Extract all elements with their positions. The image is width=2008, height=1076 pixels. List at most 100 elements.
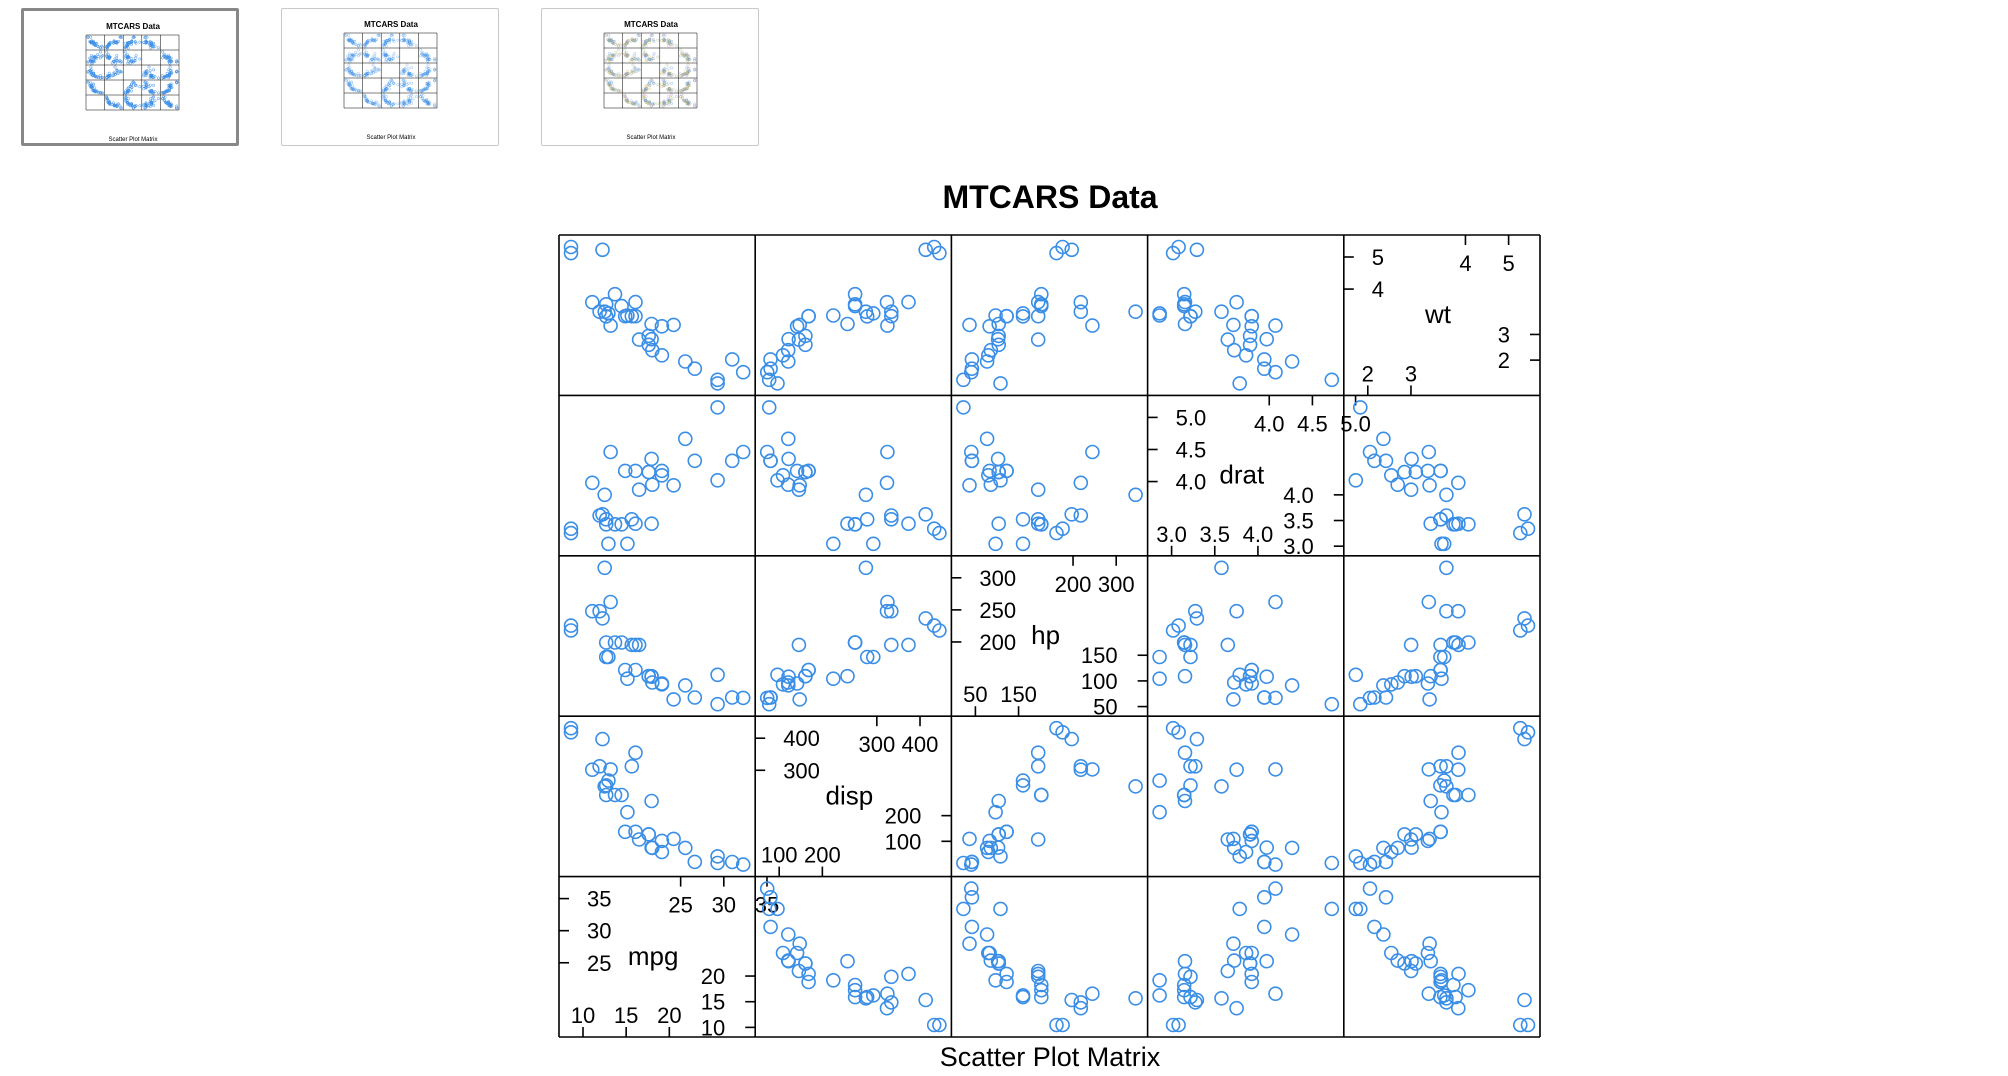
scatter-point-disp-vs-mpg xyxy=(614,787,629,803)
scatter-point-hp-vs-drat xyxy=(1268,594,1283,610)
thumb-scatter-point xyxy=(88,69,92,72)
scatter-point-wt-vs-hp xyxy=(1015,306,1031,321)
scatter-point-wt-vs-mpg xyxy=(710,372,725,388)
thumb-scatter-point xyxy=(687,57,691,61)
scatter-point-mpg-vs-hp xyxy=(1073,995,1089,1010)
scatter-point-disp-vs-mpg xyxy=(666,831,681,847)
scatter-point-hp-vs-mpg xyxy=(735,690,751,706)
scatter-point-mpg-vs-disp xyxy=(770,901,785,917)
scatter-point-drat-vs-disp xyxy=(880,444,895,460)
scatter-point-wt-vs-hp xyxy=(1128,304,1143,320)
scatter-point-wt-vs-disp xyxy=(883,304,899,320)
thumb-scatter-point xyxy=(163,100,167,104)
plot-thumbnail-2[interactable]: MTCARS Data Scatter Plot Matrix xyxy=(281,8,499,146)
thumb-scatter-point xyxy=(376,102,380,106)
scatter-point-hp-vs-wt xyxy=(1433,637,1448,653)
scatter-point-hp-vs-drat xyxy=(1152,671,1167,687)
thumb-scatter-point xyxy=(112,104,116,108)
scatter-point-drat-vs-disp xyxy=(858,487,874,503)
scatter-point-drat-vs-mpg xyxy=(617,463,633,479)
scatter-point-drat-vs-disp xyxy=(883,511,899,527)
scatter-point-disp-vs-drat xyxy=(1214,779,1229,794)
thumb-scatter-point xyxy=(126,54,130,58)
thumb-scatter-point xyxy=(160,97,164,101)
thumb-scatter-point xyxy=(126,42,130,46)
thumb-scatter-point xyxy=(666,69,670,73)
scatter-point-drat-vs-mpg xyxy=(563,525,579,541)
thumb-scatter-point xyxy=(624,95,627,99)
thumb-scatter-point xyxy=(134,104,138,107)
thumb-scatter-point xyxy=(423,72,427,76)
thumb-scatter-point xyxy=(377,68,381,72)
thumb-scatter-point xyxy=(635,69,639,73)
scatter-point-disp-vs-hp xyxy=(988,804,1003,820)
thumb-scatter-point xyxy=(168,59,172,63)
thumb-scatter-point xyxy=(144,102,148,106)
scatter-point-mpg-vs-drat xyxy=(1171,1017,1186,1033)
thumb-scatter-point xyxy=(650,102,654,106)
thumb-scatter-point xyxy=(134,83,138,87)
thumb-scatter-point xyxy=(421,98,425,102)
thumb-scatter-point xyxy=(388,37,391,41)
thumb-scatter-point xyxy=(678,88,682,92)
plot-thumbnail-3[interactable]: MTCARS Data Scatter Plot Matrix xyxy=(541,8,759,146)
scatter-point-drat-vs-mpg xyxy=(641,464,657,480)
thumb-scatter-point xyxy=(610,37,613,41)
scatter-point-hp-vs-drat xyxy=(1183,637,1198,653)
thumb-scatter-point xyxy=(148,71,152,75)
scatter-point-mpg-vs-disp xyxy=(847,989,863,1005)
thumbnail-caption: Scatter Plot Matrix xyxy=(108,137,157,143)
thumb-scatter-point xyxy=(635,57,639,61)
tick-label-hp-low: 50 xyxy=(963,682,987,707)
scatter-point-mpg-vs-drat xyxy=(1214,990,1229,1006)
thumb-scatter-point xyxy=(427,67,431,70)
scatter-point-wt-vs-hp xyxy=(979,354,995,369)
thumb-scatter-point xyxy=(610,57,613,61)
scatter-point-disp-vs-drat xyxy=(1177,793,1193,809)
scatter-point-drat-vs-wt xyxy=(1390,477,1405,493)
thumb-scatter-point xyxy=(130,43,133,46)
thumb-scatter-point xyxy=(693,58,697,62)
thumb-scatter-point xyxy=(350,80,353,84)
thumb-scatter-point xyxy=(628,59,632,63)
thumb-scatter-point xyxy=(114,61,118,65)
scatter-point-hp-vs-disp xyxy=(879,603,895,619)
scatter-point-drat-vs-disp xyxy=(761,400,777,415)
scatter-point-hp-vs-wt xyxy=(1421,594,1437,610)
scatter-point-drat-vs-mpg xyxy=(598,511,614,527)
thumb-scatter-point xyxy=(149,46,153,50)
scatter-point-disp-vs-wt xyxy=(1404,840,1419,855)
thumb-scatter-point xyxy=(351,88,355,92)
scatter-point-mpg-vs-wt xyxy=(1421,986,1437,1002)
scatter-point-disp-vs-mpg xyxy=(654,833,670,849)
thumb-scatter-point xyxy=(414,44,418,48)
thumb-scatter-point xyxy=(384,99,388,103)
scatter-point-hp-vs-disp xyxy=(901,637,916,653)
scatter-point-mpg-vs-hp xyxy=(1085,986,1100,1002)
scatter-point-mpg-vs-drat xyxy=(1244,966,1259,982)
thumb-scatter-point xyxy=(693,57,697,61)
thumb-scatter-point xyxy=(410,102,414,105)
scatter-point-hp-vs-disp xyxy=(883,603,899,619)
thumb-scatter-point xyxy=(167,68,171,72)
thumb-scatter-point xyxy=(89,35,93,39)
scatter-point-wt-vs-mpg xyxy=(584,294,600,310)
scatter-point-mpg-vs-disp xyxy=(801,974,816,990)
scatter-point-mpg-vs-wt xyxy=(1422,936,1437,952)
scatter-point-hp-vs-wt xyxy=(1439,603,1454,619)
thumb-scatter-point xyxy=(175,106,179,110)
thumb-scatter-point xyxy=(405,63,409,67)
thumb-scatter-point xyxy=(92,57,96,61)
thumb-scatter-point xyxy=(665,83,669,87)
thumb-scatter-point xyxy=(423,52,427,56)
plot-thumbnail-1[interactable]: MTCARS Data Scatter Plot Matrix xyxy=(21,8,239,146)
thumb-scatter-point xyxy=(604,78,608,82)
tick-label-wt-high: 5 xyxy=(1502,251,1514,276)
scatter-point-hp-vs-wt xyxy=(1422,692,1437,707)
thumb-scatter-point xyxy=(624,51,628,54)
scatter-point-drat-vs-mpg xyxy=(654,463,670,479)
thumb-scatter-point xyxy=(678,95,682,99)
thumb-scatter-point xyxy=(402,80,406,84)
scatter-point-hp-vs-disp xyxy=(761,696,777,712)
